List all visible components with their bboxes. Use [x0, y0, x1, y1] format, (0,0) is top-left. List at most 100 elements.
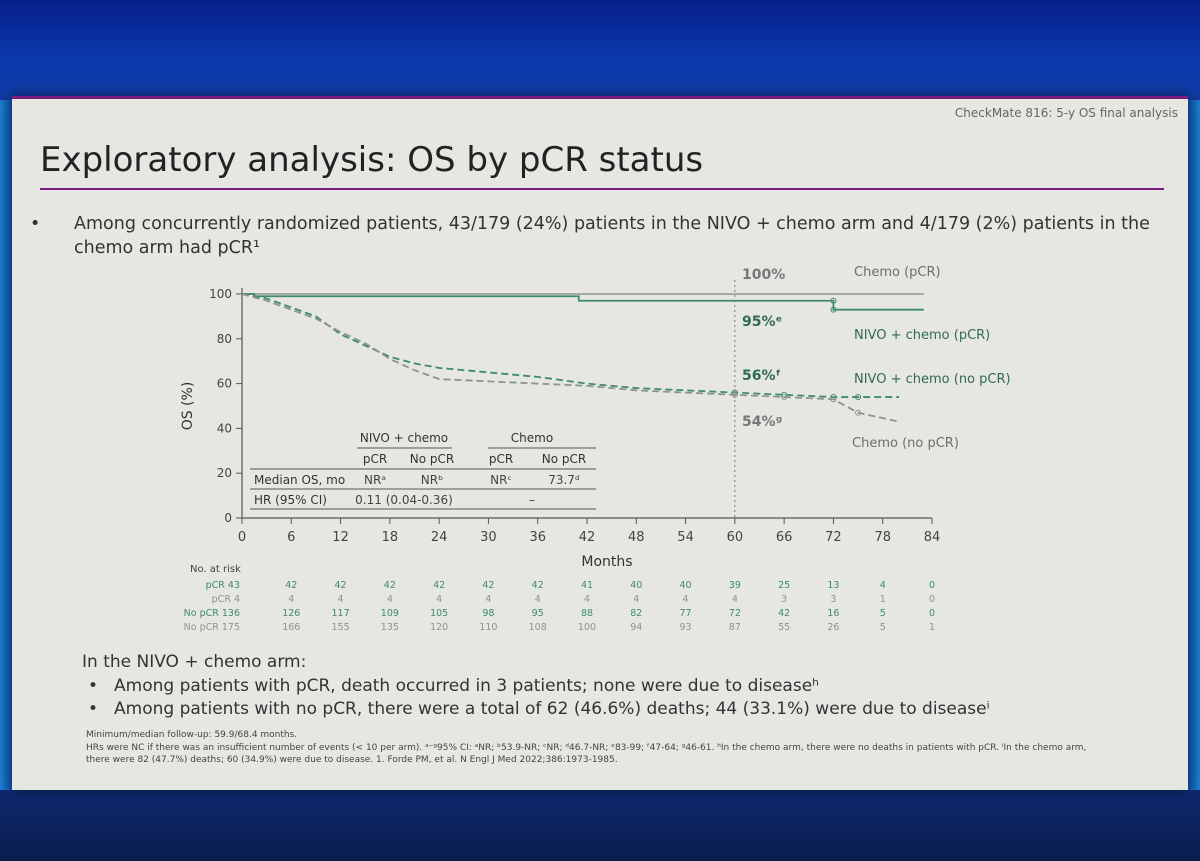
series-label-2: NIVO + chemo (no pCR) [854, 372, 1011, 387]
background-bottom [0, 790, 1200, 861]
inset-cell: 0.11 (0.04-0.36) [355, 493, 453, 507]
at-risk-row-label: No pCR 136 [184, 608, 240, 619]
slide-header-label: CheckMate 816: 5-y OS final analysis [954, 106, 1178, 120]
at-risk-cell: 16 [827, 608, 839, 619]
at-risk-cell: 4 [584, 594, 590, 605]
lower-heading: In the NIVO + chemo arm: [82, 652, 307, 672]
inset-col-header: pCR [363, 452, 387, 466]
at-risk-cell: 5 [880, 608, 886, 619]
series-label-3: Chemo (no pCR) [852, 436, 959, 451]
at-risk-cell: 98 [482, 608, 494, 619]
at-risk-cell: 4 [732, 594, 738, 605]
at-risk-row-label: pCR 4 [212, 594, 240, 605]
at-risk-cell: 13 [827, 580, 839, 591]
at-risk-cell: 42 [778, 608, 790, 619]
at-risk-cell: 4 [485, 594, 491, 605]
at-risk-cell: 4 [535, 594, 541, 605]
annotation-0: 100% [742, 267, 785, 283]
at-risk-cell: 94 [630, 622, 642, 633]
inset-row-label: HR (95% CI) [254, 493, 327, 507]
censor-marker [855, 409, 862, 416]
censor-marker [731, 391, 738, 398]
at-risk-cell: 100 [578, 622, 596, 633]
x-tick-label: 54 [677, 530, 694, 545]
slide-top-rule [12, 96, 1188, 99]
at-risk-cell: 40 [630, 580, 642, 591]
at-risk-cell: 4 [436, 594, 442, 605]
inset-col-header: No pCR [410, 452, 454, 466]
series-label-1: NIVO + chemo (pCR) [854, 328, 990, 343]
at-risk-cell: 3 [830, 594, 836, 605]
x-tick-label: 0 [238, 530, 246, 545]
at-risk-cell: 0 [929, 580, 935, 591]
inset-cell: NRᵃ [364, 473, 386, 487]
at-risk-cell: 77 [680, 608, 692, 619]
annotation-3: 54%ᵍ [742, 414, 782, 430]
y-tick-label: 60 [217, 377, 232, 391]
at-risk-cell: 95 [532, 608, 544, 619]
x-tick-label: 24 [431, 530, 448, 545]
at-risk-cell: 25 [778, 580, 790, 591]
at-risk-cell: 166 [282, 622, 300, 633]
y-tick-label: 20 [217, 466, 232, 480]
at-risk-cell: 42 [482, 580, 494, 591]
intro-bullet: • Among concurrently randomized patients… [30, 212, 1170, 260]
at-risk-title: No. at risk [190, 564, 241, 575]
footnote-3: there were 82 (47.7%) deaths; 60 (34.9%)… [86, 755, 618, 765]
series-line-1 [242, 293, 924, 311]
at-risk-cell: 4 [683, 594, 689, 605]
at-risk-cell: 3 [781, 594, 787, 605]
censor-marker [855, 394, 862, 401]
at-risk-cell: 26 [827, 622, 839, 633]
x-tick-label: 72 [825, 530, 842, 545]
censor-marker [781, 394, 788, 401]
at-risk-cell: 155 [332, 622, 350, 633]
censor-marker [830, 297, 837, 304]
y-tick-label: 0 [224, 511, 232, 525]
x-tick-label: 66 [776, 530, 793, 545]
at-risk-cell: 105 [430, 608, 448, 619]
inset-cell: NRᶜ [490, 473, 512, 487]
y-tick-label: 80 [217, 332, 232, 346]
at-risk-cell: 1 [880, 594, 886, 605]
at-risk-cell: 109 [381, 608, 399, 619]
x-tick-label: 36 [529, 530, 546, 545]
bullet-dot: • [30, 214, 41, 234]
inset-col-header: pCR [489, 452, 513, 466]
at-risk-cell: 117 [332, 608, 350, 619]
x-tick-label: 12 [332, 530, 349, 545]
inset-cell: 73.7ᵈ [548, 473, 580, 487]
slide: CheckMate 816: 5-y OS final analysis Exp… [12, 96, 1188, 790]
inset-col-header: No pCR [542, 452, 586, 466]
footnote-1: Minimum/median follow-up: 59.9/68.4 mont… [86, 730, 298, 740]
at-risk-cell: 42 [285, 580, 297, 591]
at-risk-row-label: pCR 43 [206, 580, 240, 591]
background-top [0, 0, 1200, 110]
at-risk-cell: 4 [633, 594, 639, 605]
inset-cell: – [529, 493, 535, 507]
x-axis-label: Months [581, 554, 632, 570]
at-risk-cell: 88 [581, 608, 593, 619]
intro-bullet-line1: Among concurrently randomized patients, … [74, 214, 1150, 234]
at-risk-cell: 72 [729, 608, 741, 619]
censor-marker [830, 396, 837, 403]
at-risk-cell: 126 [282, 608, 300, 619]
series-line-3 [241, 293, 900, 423]
x-tick-label: 84 [924, 530, 941, 545]
at-risk-cell: 42 [532, 580, 544, 591]
at-risk-cell: 0 [929, 608, 935, 619]
censor-marker [830, 306, 837, 313]
at-risk-cell: 1 [929, 622, 935, 633]
bullet-dot: • [88, 699, 99, 719]
y-tick-label: 40 [217, 421, 232, 435]
at-risk-cell: 82 [630, 608, 642, 619]
at-risk-cell: 39 [729, 580, 741, 591]
at-risk-cell: 120 [430, 622, 448, 633]
annotation-2: 56%ᶠ [742, 368, 781, 384]
x-tick-label: 30 [480, 530, 497, 545]
inset-row-label: Median OS, mo [254, 473, 345, 487]
y-tick-label: 100 [209, 287, 232, 301]
series-line-2 [241, 293, 900, 398]
at-risk-cell: 5 [880, 622, 886, 633]
slide-title: Exploratory analysis: OS by pCR status [40, 140, 704, 180]
